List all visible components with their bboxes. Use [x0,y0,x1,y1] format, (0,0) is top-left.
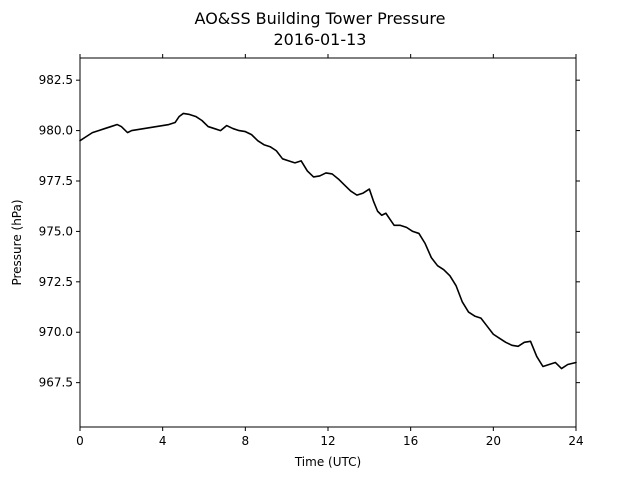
y-axis: 967.5 970.0 972.5 975.0 977.5 980.0 982.5 [39,73,580,390]
x-tick-label: 24 [568,434,583,448]
x-axis: 0 4 8 12 16 20 24 [76,54,584,448]
x-tick-label: 20 [486,434,501,448]
y-tick-label: 970.0 [39,325,73,339]
y-tick-label: 972.5 [39,275,73,289]
y-tick-label: 967.5 [39,376,73,390]
x-axis-label: Time (UTC) [294,455,361,469]
x-tick-label: 4 [159,434,167,448]
y-tick-label: 975.0 [39,224,73,238]
plot-area [79,112,577,370]
x-tick-label: 12 [320,434,335,448]
y-tick-label: 982.5 [39,73,73,87]
x-tick-label: 8 [242,434,250,448]
chart-subtitle: 2016-01-13 [274,30,367,49]
y-axis-label: Pressure (hPa) [10,199,24,285]
series-line-0 [79,112,577,370]
x-tick-label: 0 [76,434,84,448]
chart-title: AO&SS Building Tower Pressure [195,9,446,28]
x-tick-label: 16 [403,434,418,448]
y-tick-label: 980.0 [39,124,73,138]
plot-frame [79,57,577,428]
y-tick-label: 977.5 [39,174,73,188]
